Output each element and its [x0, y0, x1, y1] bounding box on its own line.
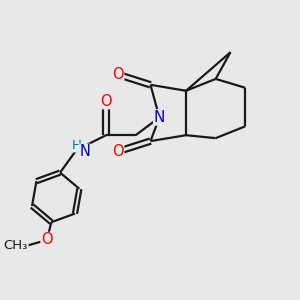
Text: H: H [71, 139, 81, 152]
Text: O: O [112, 144, 124, 159]
Text: N: N [154, 110, 165, 125]
Text: O: O [41, 232, 53, 247]
Text: CH₃: CH₃ [4, 239, 28, 252]
Text: N: N [79, 144, 90, 159]
Text: O: O [112, 67, 124, 82]
Text: O: O [100, 94, 112, 109]
